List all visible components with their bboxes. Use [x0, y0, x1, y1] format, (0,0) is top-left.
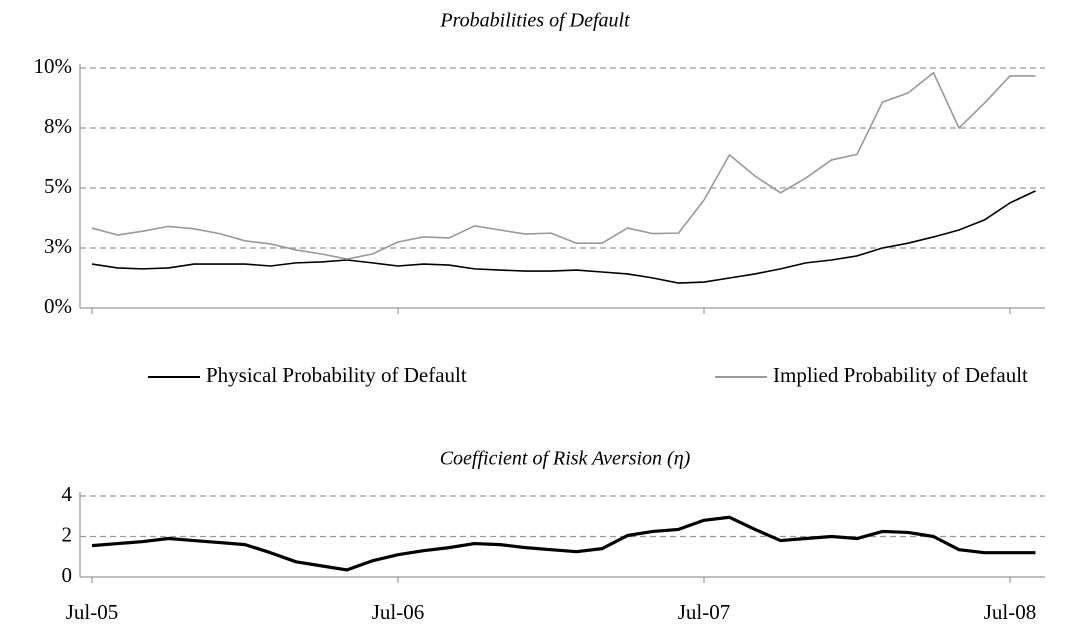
y-tick-label: 8% — [44, 114, 72, 138]
y-tick-label: 10% — [34, 54, 73, 78]
y-tick-label: 5% — [44, 174, 72, 198]
y-tick-label: 3% — [44, 234, 72, 258]
chart-title: Coefficient of Risk Aversion (η) — [440, 448, 691, 470]
x-tick-label: Jul-06 — [372, 600, 425, 624]
y-tick-label: 4 — [62, 482, 73, 506]
legend-label: Implied Probability of Default — [773, 363, 1028, 387]
chart-title: Probabilities of Default — [439, 10, 630, 32]
y-tick-label: 2 — [62, 522, 73, 546]
x-tick-label: Jul-07 — [678, 600, 731, 624]
legend-label: Physical Probability of Default — [206, 363, 467, 387]
data-line — [91, 72, 1036, 260]
y-tick-label: 0 — [62, 563, 73, 587]
x-tick-label: Jul-08 — [984, 600, 1037, 624]
data-line — [91, 515, 1036, 572]
data-line — [91, 190, 1036, 284]
y-tick-label: 0% — [44, 294, 72, 318]
x-tick-label: Jul-05 — [66, 600, 119, 624]
